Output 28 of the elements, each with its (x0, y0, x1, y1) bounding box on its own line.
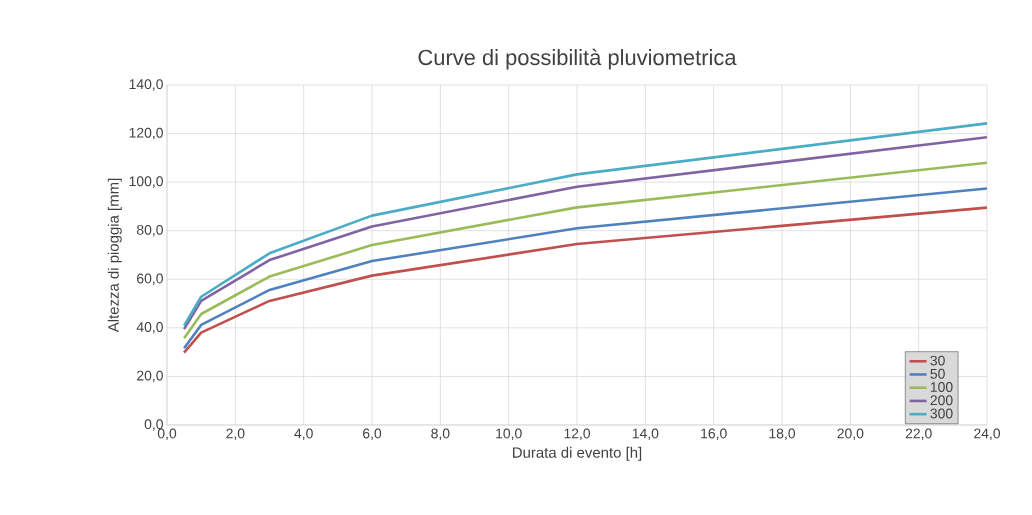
x-tick-label: 14,0 (632, 428, 659, 441)
x-tick-label: 2,0 (226, 428, 245, 441)
y-axis-title: Altezza di pioggia [mm] (107, 178, 122, 333)
x-tick-label: 10,0 (496, 428, 522, 441)
y-tick-label: 120,0 (129, 127, 163, 140)
line-series (182, 161, 988, 340)
y-tick-label: 100,0 (129, 176, 163, 188)
x-tick-label: 18,0 (769, 428, 796, 441)
legend-label: 100 (930, 382, 953, 392)
y-tick-label: 40,0 (136, 322, 163, 334)
y-tick-label: 80,0 (136, 224, 163, 237)
x-tick-label: 4,0 (294, 428, 313, 441)
x-tick-label: 20,0 (837, 428, 864, 441)
legend-label: 50 (930, 368, 945, 379)
x-tick-label: 22,0 (905, 428, 932, 441)
x-tick-label: 16,0 (701, 428, 727, 441)
y-tick-label: 140,0 (129, 79, 163, 91)
y-tick-label: 20,0 (137, 370, 163, 383)
x-axis-title: Durata di evento [h] (513, 446, 642, 461)
legend-label: 30 (930, 355, 945, 366)
legend-label: 300 (930, 408, 953, 419)
y-tick-label: 60,0 (137, 273, 163, 286)
legend-label: 200 (930, 395, 953, 406)
x-tick-label: 8,0 (431, 428, 450, 441)
x-tick-label: 24,0 (974, 428, 1001, 441)
x-tick-label: 12,0 (564, 428, 591, 441)
chart-title: Curve di possibilità pluviometrica (418, 48, 737, 70)
x-tick-label: 6,0 (363, 428, 382, 441)
